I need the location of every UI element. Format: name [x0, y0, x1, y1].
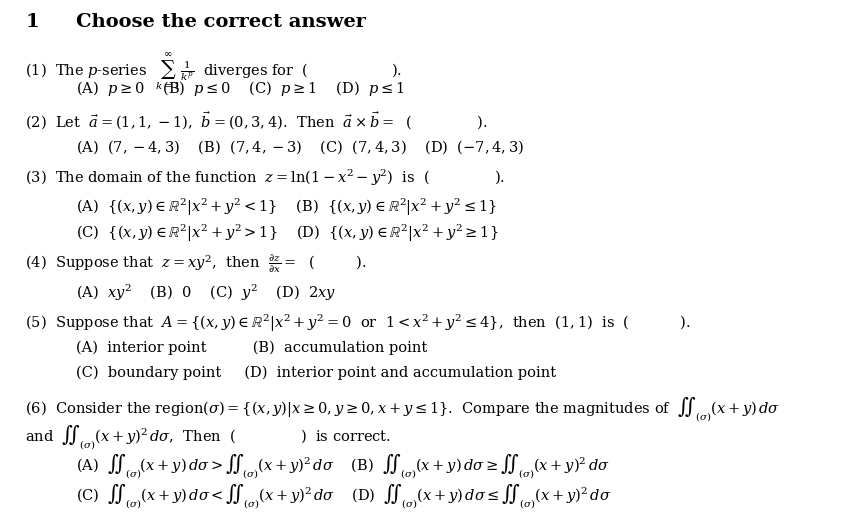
- Text: (A)  interior point          (B)  accumulation point: (A) interior point (B) accumulation poin…: [76, 341, 427, 355]
- Text: 1: 1: [25, 13, 39, 31]
- Text: (A)  $\{(x,y)\in\mathbb{R}^2|x^2+y^2<1\}$    (B)  $\{(x,y)\in\mathbb{R}^2|x^2+y^: (A) $\{(x,y)\in\mathbb{R}^2|x^2+y^2<1\}$…: [76, 197, 497, 218]
- Text: (A)  $\iint_{(\sigma)}(x+y)\,d\sigma>\iint_{(\sigma)}(x+y)^2\,d\sigma$    (B)  $: (A) $\iint_{(\sigma)}(x+y)\,d\sigma>\iin…: [76, 452, 609, 481]
- Text: (2)  Let  $\vec{a}=(1,1,-1)$,  $\vec{b}=(0,3,4)$.  Then  $\vec{a}\times\vec{b}=$: (2) Let $\vec{a}=(1,1,-1)$, $\vec{b}=(0,…: [25, 109, 488, 131]
- Text: and  $\iint_{(\sigma)}(x+y)^2\,d\sigma$,  Then  (              )  is correct.: and $\iint_{(\sigma)}(x+y)^2\,d\sigma$, …: [25, 423, 391, 452]
- Text: (C)  $\{(x,y)\in\mathbb{R}^2|x^2+y^2>1\}$    (D)  $\{(x,y)\in\mathbb{R}^2|x^2+y^: (C) $\{(x,y)\in\mathbb{R}^2|x^2+y^2>1\}$…: [76, 222, 498, 243]
- Text: (1)  The $p$-series  $\sum_{k=1}^{\infty}\frac{1}{k^p}$  diverges for  (        : (1) The $p$-series $\sum_{k=1}^{\infty}\…: [25, 50, 402, 92]
- Text: (5)  Suppose that  $A=\{(x,y)\in\mathbb{R}^2|x^2+y^2=0$  or  $1<x^2+y^2\leq4\}$,: (5) Suppose that $A=\{(x,y)\in\mathbb{R}…: [25, 313, 691, 334]
- Text: (A)  $(7,-4,3)$    (B)  $(7,4,-3)$    (C)  $(7,4,3)$    (D)  $(-7,4,3)$: (A) $(7,-4,3)$ (B) $(7,4,-3)$ (C) $(7,4,…: [76, 138, 524, 156]
- Text: (A)  $p\geq0$    (B)  $p\leq0$    (C)  $p\geq1$    (D)  $p\leq1$: (A) $p\geq0$ (B) $p\leq0$ (C) $p\geq1$ (…: [76, 79, 405, 98]
- Text: Choose the correct answer: Choose the correct answer: [76, 13, 366, 31]
- Text: (C)  $\iint_{(\sigma)}(x+y)\,d\sigma<\iint_{(\sigma)}(x+y)^2\,d\sigma$    (D)  $: (C) $\iint_{(\sigma)}(x+y)\,d\sigma<\iin…: [76, 482, 611, 511]
- Text: (A)  $xy^2$    (B)  $0$    (C)  $y^2$    (D)  $2xy$: (A) $xy^2$ (B) $0$ (C) $y^2$ (D) $2xy$: [76, 283, 336, 304]
- Text: (4)  Suppose that  $z=xy^2$,  then  $\frac{\partial z}{\partial x}=$  (         : (4) Suppose that $z=xy^2$, then $\frac{\…: [25, 252, 367, 275]
- Text: (6)  Consider the region$(\sigma)=\{(x,y)|x\geq0, y\geq0, x+y\leq1\}$.  Compare : (6) Consider the region$(\sigma)=\{(x,y)…: [25, 395, 781, 424]
- Text: (C)  boundary point     (D)  interior point and accumulation point: (C) boundary point (D) interior point an…: [76, 365, 556, 379]
- Text: (3)  The domain of the function  $z=\ln(1-x^2-y^2)$  is  (              ).: (3) The domain of the function $z=\ln(1-…: [25, 168, 505, 189]
